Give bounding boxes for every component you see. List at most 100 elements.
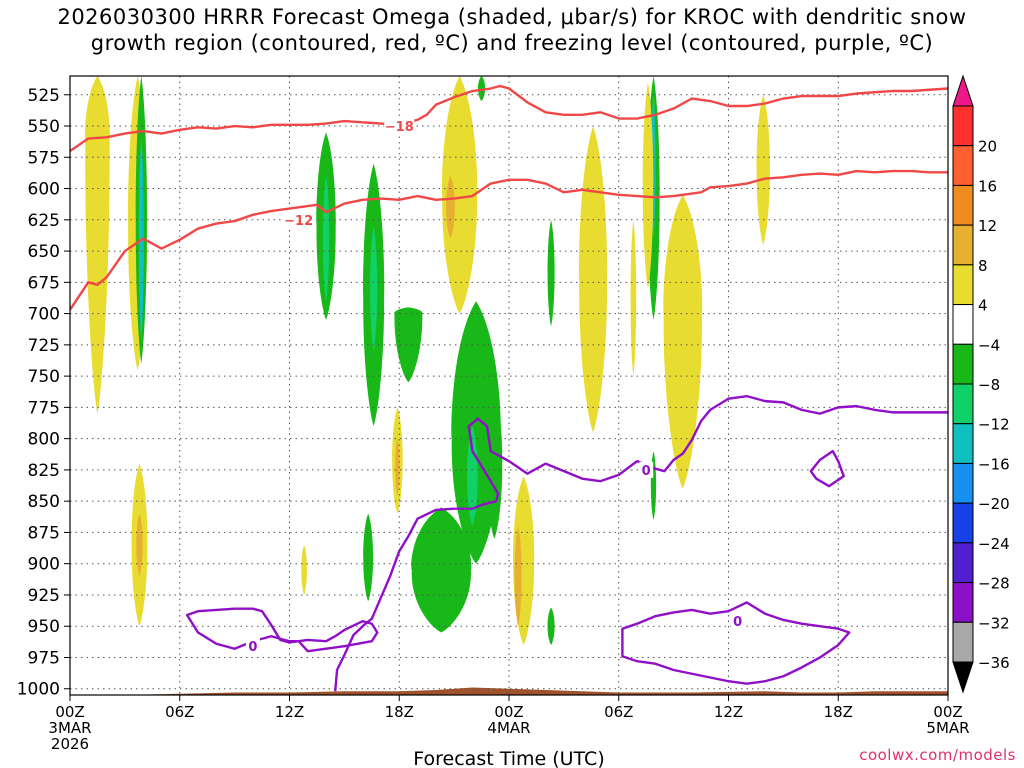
contour-label: −12	[284, 214, 313, 229]
omega-region	[85, 76, 110, 414]
colorbar-label: −32	[978, 614, 1010, 632]
contour-label-background	[245, 638, 260, 655]
y-tick-label: 900	[28, 555, 60, 575]
colorbar: 20 16 12 8 4 −4 −8 −12 −16 −20 −24 −28 −32 −36	[952, 74, 1010, 694]
colorbar-label: 12	[978, 217, 997, 235]
omega-region	[136, 513, 143, 577]
omega-region	[411, 507, 472, 633]
y-tick-label: 950	[28, 617, 60, 637]
omega-region	[547, 219, 555, 327]
y-tick-label: 525	[28, 86, 60, 106]
colorbar-top-triangle	[952, 74, 974, 107]
y-tick-label: 925	[28, 586, 60, 606]
colorbar-bin	[952, 105, 974, 147]
omega-region	[663, 194, 703, 489]
colorbar-bin	[952, 343, 974, 385]
x-axis-label: Forecast Time (UTC)	[413, 748, 604, 768]
contour-label-background	[639, 461, 654, 478]
colorbar-label: 4	[978, 297, 988, 315]
contour-label: −18	[385, 120, 414, 135]
colorbar-label: −28	[978, 575, 1010, 593]
y-tick-label: 600	[28, 180, 60, 200]
colorbar-bin	[952, 502, 974, 544]
contour-label-background	[730, 613, 745, 630]
omega-region	[514, 526, 522, 627]
omega-region	[486, 388, 503, 539]
colorbar-label: −20	[978, 495, 1010, 513]
x-tick-label: 12Z	[714, 703, 743, 721]
colorbar-label: 16	[978, 177, 997, 195]
x-tick-date: 4MAR	[487, 719, 530, 737]
y-tick-label: 575	[28, 148, 60, 168]
chart-title-line-2: growth region (contoured, red, ºC) and f…	[90, 31, 934, 55]
colorbar-label: 20	[978, 138, 997, 156]
omega-region	[395, 438, 400, 495]
colorbar-bin	[952, 383, 974, 425]
contour-label-background	[283, 211, 314, 228]
credit-link[interactable]: coolwx.com/models	[859, 746, 1016, 764]
omega-region	[301, 544, 307, 595]
y-tick-label: 775	[28, 398, 60, 418]
omega-region	[547, 607, 555, 645]
omega-region	[322, 176, 330, 302]
colorbar-bin	[952, 542, 974, 584]
colorbar-label: −4	[978, 336, 1000, 354]
omega-region	[756, 94, 770, 245]
omega-region	[578, 126, 608, 433]
colorbar-bottom-triangle	[952, 661, 974, 694]
contour-label-background	[384, 118, 415, 135]
omega-region	[441, 76, 478, 314]
colorbar-bin	[952, 462, 974, 504]
y-tick-label: 825	[28, 461, 60, 481]
y-tick-label: 800	[28, 430, 60, 450]
contour-label: 0	[733, 615, 742, 630]
omega-shading	[70, 76, 948, 695]
contour-lines: −18 −12 0 0 0	[70, 84, 948, 692]
omega-region	[446, 176, 455, 239]
colorbar-label: −8	[978, 376, 1000, 394]
colorbar-label: −12	[978, 416, 1010, 434]
colorbar-bin	[952, 582, 974, 623]
omega-region	[370, 226, 378, 352]
omega-region	[467, 426, 478, 527]
y-tick-label: 700	[28, 305, 60, 325]
dendritic-contour	[70, 169, 948, 311]
colorbar-label: −24	[978, 535, 1010, 553]
axes: 525 550 575 600 625 650 675 700 725 750 775 800 825 8…	[17, 86, 970, 753]
grid-lines	[70, 76, 948, 695]
omega-region	[363, 513, 374, 602]
colorbar-bin	[952, 304, 974, 345]
freezing-level-contour	[334, 394, 948, 692]
freezing-level-contour	[809, 449, 845, 488]
colorbar-bin	[952, 184, 974, 226]
omega-region	[642, 82, 654, 289]
omega-region	[394, 307, 423, 383]
colorbar-label: −16	[978, 455, 1010, 473]
y-tick-label: 750	[28, 367, 60, 387]
colorbar-label: −36	[978, 654, 1010, 672]
x-tick-date: 3MAR	[48, 719, 91, 737]
x-tick-label: 00Z	[494, 703, 523, 721]
colorbar-bin	[952, 621, 974, 663]
colorbar-bin	[952, 224, 974, 266]
x-tick-label: 00Z	[55, 703, 84, 721]
chart-title: 2026030300 HRRR Forecast Omega (shaded, …	[0, 4, 1024, 56]
colorbar-bin	[952, 145, 974, 186]
y-tick-label: 550	[28, 117, 60, 137]
y-tick-label: 850	[28, 492, 60, 512]
colorbar-label: 8	[978, 257, 988, 275]
colorbar-bin	[952, 423, 974, 464]
omega-region	[630, 219, 637, 377]
freezing-level-contour	[185, 607, 379, 653]
chart-title-line-1: 2026030300 HRRR Forecast Omega (shaded, …	[57, 5, 967, 29]
y-tick-label: 650	[28, 242, 60, 262]
y-tick-label: 875	[28, 523, 60, 543]
x-tick-label: 18Z	[385, 703, 414, 721]
x-tick-label: 00Z	[933, 703, 962, 721]
contour-label: 0	[642, 464, 651, 479]
freezing-level-contour	[621, 601, 851, 685]
contour-label: 0	[248, 640, 257, 655]
dendritic-contour	[70, 84, 948, 153]
y-tick-label: 675	[28, 273, 60, 293]
